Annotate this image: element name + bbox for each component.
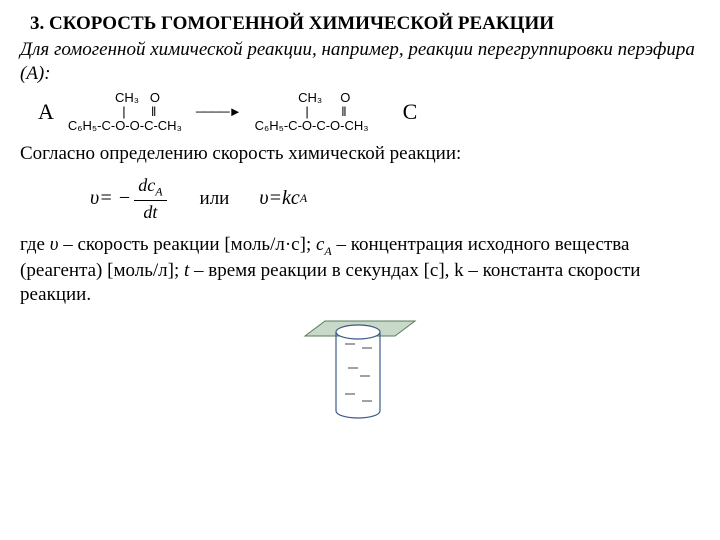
label-a: A: [38, 98, 54, 126]
intro-text: Для гомогенной химической реакции, напри…: [20, 38, 700, 86]
formula-differential: υ = − dcA dt: [90, 174, 170, 223]
section-title: 3. СКОРОСТЬ ГОМОГЕННОЙ ХИМИЧЕСКОЙ РЕАКЦИ…: [20, 12, 700, 36]
reaction-arrow: ────►: [196, 104, 241, 120]
cylinder-diagram: [20, 316, 700, 432]
formula-row: υ = − dcA dt или υ = kcA: [90, 174, 700, 223]
or-text: или: [200, 187, 230, 211]
label-c: C: [403, 98, 418, 126]
molecule-left: CH₃ O | ‖ C₆H₅-C-O-O-C-CH₃: [68, 91, 182, 132]
where-text: где υ – скорость реакции [моль/л·c]; cA …: [20, 233, 700, 306]
formula-kinetic: υ = kcA: [259, 186, 307, 211]
cylinder-svg: [290, 316, 430, 426]
molecule-right: CH₃ O | ‖ C₆H₅-C-O-C-O-CH₃: [255, 91, 369, 132]
reaction-scheme: A CH₃ O | ‖ C₆H₅-C-O-O-C-CH₃ ────► CH₃ O…: [20, 91, 700, 132]
definition-text: Согласно определению скорость химической…: [20, 142, 700, 166]
